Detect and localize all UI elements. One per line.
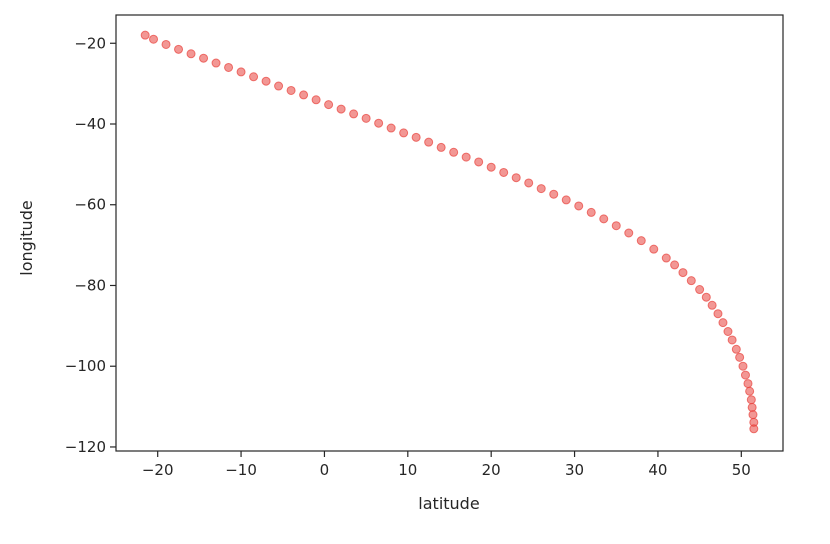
data-point: [174, 44, 184, 54]
data-point: [624, 228, 634, 238]
data-point: [748, 410, 758, 420]
data-point: [586, 207, 596, 217]
data-point: [299, 90, 309, 100]
data-point: [436, 142, 446, 152]
data-point: [718, 318, 728, 328]
data-point: [743, 379, 753, 389]
y-tick-label: −60: [74, 196, 106, 214]
data-point: [636, 236, 646, 246]
data-point: [411, 132, 421, 142]
data-point: [286, 85, 296, 95]
data-point: [599, 214, 609, 224]
x-tick-label: −20: [142, 461, 174, 479]
data-point: [746, 395, 756, 405]
x-tick-label: −10: [225, 461, 257, 479]
data-point: [749, 424, 759, 434]
data-point: [536, 184, 546, 194]
x-tick-label: 10: [398, 461, 417, 479]
data-point: [424, 137, 434, 147]
y-tick-label: −80: [74, 276, 106, 294]
x-tick-label: 30: [565, 461, 584, 479]
y-axis-label: longitude: [17, 200, 36, 275]
data-point: [274, 81, 284, 91]
data-point: [549, 189, 559, 199]
data-point: [336, 104, 346, 114]
x-axis: −20 −10 0 10 20 30 40 50: [142, 451, 751, 479]
data-point: [349, 109, 359, 119]
scatter-points: [140, 30, 759, 434]
data-point: [486, 162, 496, 172]
data-point: [386, 123, 396, 133]
data-point: [735, 352, 745, 362]
data-point: [701, 292, 711, 302]
y-axis: −20 −40 −60 −80 −100 −120: [65, 34, 116, 456]
data-point: [678, 268, 688, 278]
data-point: [161, 39, 171, 49]
data-point: [707, 300, 717, 310]
data-point: [499, 167, 509, 177]
data-point: [661, 253, 671, 263]
data-point: [713, 309, 723, 319]
data-point: [561, 195, 571, 205]
data-point: [224, 62, 234, 72]
data-point: [311, 95, 321, 105]
data-point: [236, 67, 246, 77]
x-tick-label: 40: [648, 461, 667, 479]
data-point: [574, 201, 584, 211]
data-point: [747, 402, 757, 412]
data-point: [745, 386, 755, 396]
data-point: [199, 53, 209, 63]
y-tick-label: −40: [74, 115, 106, 133]
data-point: [738, 361, 748, 371]
data-point: [399, 128, 409, 138]
data-point: [324, 100, 334, 110]
data-point: [374, 118, 384, 128]
data-point: [211, 58, 221, 68]
y-tick-label: −120: [65, 438, 106, 456]
y-tick-label: −20: [74, 34, 106, 52]
plot-frame: [115, 14, 784, 452]
data-point: [686, 276, 696, 286]
data-point: [261, 76, 271, 86]
data-point: [740, 370, 750, 380]
data-point: [249, 72, 259, 82]
data-point: [474, 157, 484, 167]
x-tick-label: 20: [482, 461, 501, 479]
x-tick-label: 0: [320, 461, 330, 479]
data-point: [695, 285, 705, 295]
data-point: [731, 344, 741, 354]
data-point: [670, 260, 680, 270]
x-tick-label: 50: [732, 461, 751, 479]
data-point: [611, 221, 621, 231]
data-point: [727, 335, 737, 345]
data-point: [361, 113, 371, 123]
data-point: [524, 178, 534, 188]
data-point: [461, 152, 471, 162]
data-point: [449, 147, 459, 157]
data-point: [186, 49, 196, 59]
data-point: [140, 30, 150, 40]
data-point: [649, 244, 659, 254]
data-point: [723, 327, 733, 337]
x-axis-label: latitude: [418, 494, 479, 513]
data-point: [149, 34, 159, 44]
data-point: [511, 173, 521, 183]
y-tick-label: −100: [65, 357, 106, 375]
